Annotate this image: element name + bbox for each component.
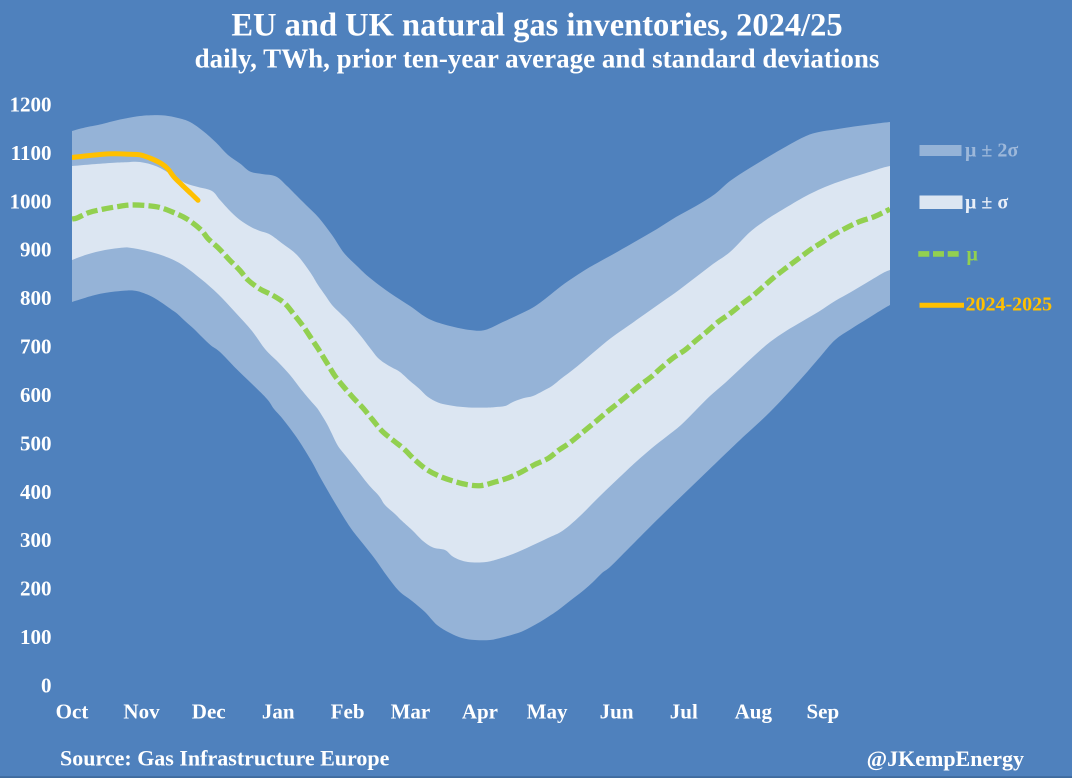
svg-text:500: 500 (20, 431, 52, 455)
svg-text:Feb: Feb (331, 700, 365, 724)
svg-text:May: May (527, 700, 568, 724)
svg-text:700: 700 (20, 335, 52, 359)
svg-text:400: 400 (20, 480, 52, 504)
svg-text:600: 600 (20, 383, 52, 407)
svg-text:1000: 1000 (10, 189, 52, 213)
svg-text:μ: μ (967, 244, 979, 266)
svg-text:EU and UK natural gas inventor: EU and UK natural gas inventories, 2024/… (231, 8, 842, 44)
svg-text:Sep: Sep (806, 700, 839, 724)
svg-text:2024-2025: 2024-2025 (966, 294, 1053, 316)
svg-text:Jan: Jan (262, 700, 295, 724)
svg-text:800: 800 (20, 286, 52, 310)
svg-text:300: 300 (20, 528, 52, 552)
svg-text:@JKempEnergy: @JKempEnergy (867, 746, 1024, 771)
svg-text:100: 100 (20, 625, 52, 649)
svg-text:1200: 1200 (10, 93, 52, 117)
svg-text:Aug: Aug (735, 700, 773, 724)
svg-text:900: 900 (20, 238, 52, 262)
svg-text:Dec: Dec (192, 700, 226, 724)
svg-text:Source: Gas Infrastructure Eur: Source: Gas Infrastructure Europe (60, 746, 390, 771)
svg-text:Apr: Apr (462, 700, 498, 724)
svg-text:0: 0 (41, 673, 52, 697)
svg-text:μ ± σ: μ ± σ (965, 192, 1008, 214)
svg-text:μ ± 2σ: μ ± 2σ (965, 140, 1018, 162)
svg-text:Jun: Jun (600, 700, 634, 724)
svg-text:1100: 1100 (11, 141, 52, 165)
svg-text:Jul: Jul (670, 700, 698, 724)
svg-text:200: 200 (20, 577, 52, 601)
svg-text:daily, TWh, prior ten-year ave: daily, TWh, prior ten-year average and s… (195, 44, 880, 74)
svg-text:Nov: Nov (123, 700, 160, 724)
svg-text:Oct: Oct (56, 700, 89, 724)
svg-text:Mar: Mar (391, 700, 431, 724)
